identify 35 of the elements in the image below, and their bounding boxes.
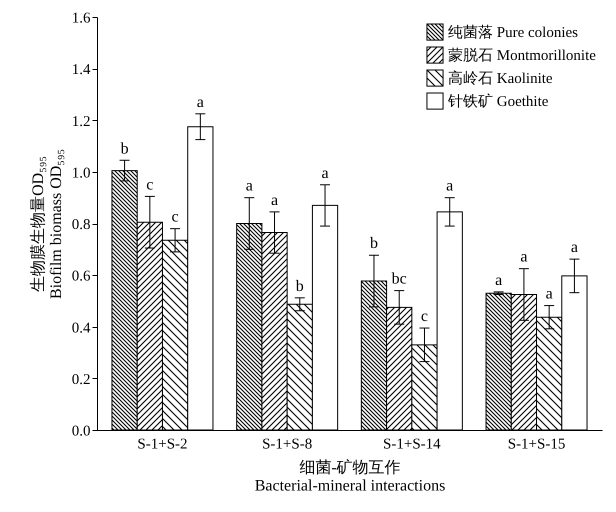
data-label: c (146, 176, 154, 194)
y-tick-label: 0.0 (72, 424, 90, 440)
y-axis-title: 生物膜生物量OD₅₉₅ Biofilm biomass OD₅₉₅ (28, 148, 65, 300)
legend-label: 蒙脱石 Montmorillonite (448, 47, 596, 64)
data-label: b (120, 140, 129, 158)
y-tick-label: 0.6 (72, 268, 91, 285)
x-tick-label: S-1+S-8 (262, 436, 312, 452)
y-tick-label: 1.6 (72, 10, 91, 26)
y-tick-label: 1.4 (72, 62, 91, 78)
data-label: a (270, 192, 278, 209)
y-tick-label: 1.0 (72, 165, 90, 182)
data-label: a (446, 178, 454, 195)
data-label: a (570, 239, 578, 256)
y-tick-label: 1.2 (72, 114, 90, 130)
x-tick-label: S-1+S-15 (508, 436, 566, 452)
data-label: c (172, 208, 179, 226)
x-tick-label: S-1+S-2 (137, 436, 188, 452)
y-tick-label: 0.2 (72, 372, 90, 388)
x-tick-label: S-1+S-14 (383, 436, 442, 452)
data-label: c (420, 308, 428, 326)
data-label: a (520, 248, 528, 266)
data-label: bc (392, 270, 407, 288)
y-tick-label: 0.4 (72, 320, 91, 336)
legend-label: 针铁矿 Goethite (447, 93, 549, 110)
legend-label: 高岭石 Kaolinite (448, 70, 553, 87)
data-label: a (546, 286, 553, 303)
data-label: a (246, 178, 253, 195)
x-axis-title: 细菌-矿物互作 Bacterial-mineral interactions (254, 458, 446, 494)
legend-label: 纯菌落 Pure colonies (448, 24, 578, 41)
data-label: b (370, 235, 378, 252)
data-label: a (196, 94, 204, 111)
y-tick-label: 0.8 (72, 217, 90, 233)
data-label: a (495, 272, 502, 289)
data-label: b (296, 278, 304, 295)
data-label: a (321, 164, 329, 182)
